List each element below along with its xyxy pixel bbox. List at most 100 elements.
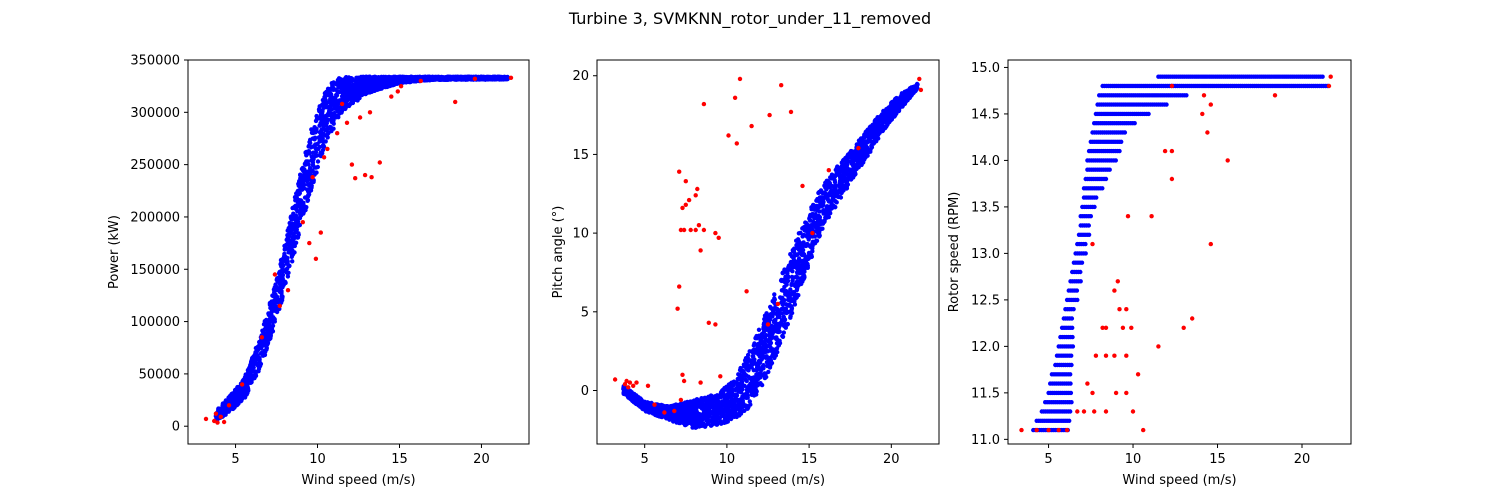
data-point [781, 323, 787, 329]
data-point [284, 267, 289, 272]
data-point [348, 97, 354, 103]
data-point [235, 400, 241, 406]
data-point [298, 174, 304, 180]
data-point [742, 403, 747, 408]
subplots: 5 10 15 20050000100000150000200000250000300… [107, 54, 1352, 488]
data-point [430, 74, 435, 80]
data-point [411, 78, 416, 84]
data-point [304, 159, 309, 164]
data-point [352, 89, 357, 95]
data-point [329, 81, 334, 86]
data-point [344, 103, 349, 108]
data-point [307, 169, 312, 174]
data-point [443, 77, 449, 82]
data-point [344, 120, 350, 126]
data-point [802, 266, 807, 271]
data-point [308, 186, 314, 191]
data-point [826, 214, 831, 220]
data-point [793, 263, 798, 268]
data-point [335, 131, 340, 136]
data-point [322, 116, 327, 122]
data-point [386, 76, 391, 81]
data-point [875, 120, 881, 126]
data-point [345, 84, 350, 89]
data-point [221, 419, 227, 425]
data-point [290, 244, 295, 249]
data-point [821, 208, 826, 213]
y-axis-label: Power (kW) [107, 215, 122, 289]
plot-area [203, 74, 514, 425]
data-point [318, 150, 323, 155]
data-point [727, 387, 732, 392]
data-point [508, 75, 514, 81]
data-point [469, 75, 474, 81]
data-point [229, 391, 234, 397]
x-tick-label: 5 [231, 452, 239, 467]
x-tick-label: 15 [391, 452, 408, 467]
data-point [835, 190, 841, 196]
data-point [257, 360, 262, 365]
data-point [251, 358, 256, 363]
data-point [786, 297, 791, 302]
data-point [797, 266, 803, 272]
data-point [798, 230, 803, 236]
data-point [301, 181, 306, 186]
data-point [328, 126, 334, 132]
y-tick-label: 50000 [139, 367, 180, 382]
data-point [389, 94, 394, 99]
inlier-points [213, 74, 510, 423]
data-point [239, 382, 245, 387]
data-point [777, 329, 782, 334]
data-point [249, 365, 254, 370]
data-point [502, 75, 507, 80]
data-point [303, 174, 308, 179]
data-point [219, 410, 224, 416]
data-point [313, 130, 318, 135]
data-point [290, 248, 295, 253]
data-point [774, 335, 779, 340]
data-point [825, 204, 830, 209]
data-point [370, 87, 375, 93]
data-point [247, 378, 252, 384]
data-point [280, 276, 285, 281]
data-point [322, 120, 327, 125]
data-point [788, 313, 793, 319]
data-point [297, 222, 302, 228]
data-point [282, 255, 287, 260]
data-point [235, 384, 240, 390]
data-point [337, 105, 342, 110]
data-point [275, 299, 280, 304]
data-point [724, 393, 729, 398]
data-point [423, 78, 428, 83]
data-point [776, 326, 781, 331]
data-point [285, 271, 290, 276]
data-point [306, 149, 311, 154]
data-point [290, 259, 295, 264]
data-point [314, 126, 319, 132]
data-point [213, 411, 219, 416]
data-point [318, 137, 323, 142]
data-point [779, 296, 784, 301]
outlier-points [203, 75, 514, 425]
data-point [465, 74, 470, 80]
data-point [280, 285, 285, 290]
data-point [350, 82, 356, 87]
data-point [358, 79, 364, 85]
data-point [288, 231, 293, 236]
data-point [285, 233, 290, 238]
data-point [808, 218, 813, 223]
data-point [293, 213, 299, 218]
data-point [298, 211, 303, 216]
data-point [768, 358, 774, 363]
data-point [701, 423, 706, 428]
data-point [307, 240, 312, 246]
data-point [277, 303, 282, 309]
data-point [239, 386, 244, 391]
data-point [754, 380, 760, 385]
data-point [791, 290, 797, 295]
data-point [259, 335, 264, 340]
data-point [794, 252, 799, 258]
data-point [900, 104, 905, 109]
data-point [693, 425, 698, 430]
